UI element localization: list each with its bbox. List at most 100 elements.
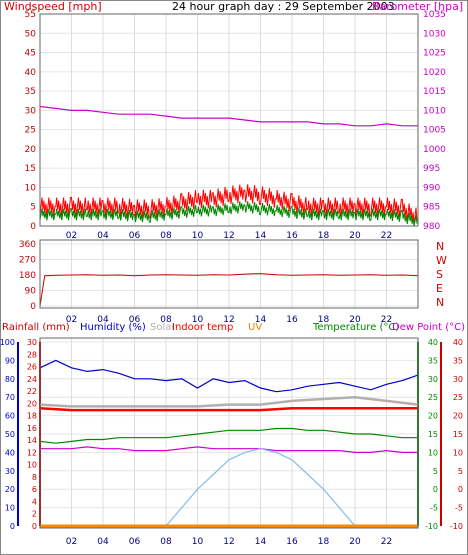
windspeed-tick: 0 — [30, 222, 36, 232]
humidity-tick: 80 — [5, 375, 15, 384]
x-tick-label: 06 — [129, 537, 141, 547]
barometer-tick-labels: 980 985 990 995 1000 1005 1010 1015 1020 1025 1030… — [423, 10, 446, 232]
x-tick-label: 22 — [381, 315, 392, 325]
windspeed-tick: 30 — [25, 106, 37, 116]
bottom-panel-time-labels: 02 04 06 08 10 12 14 16 18 20 22 — [66, 537, 392, 547]
series-temperature — [39, 427, 418, 444]
direction-tick: 0 — [30, 302, 36, 312]
barometer-tick: 990 — [423, 183, 440, 193]
x-tick-label: 04 — [97, 537, 109, 547]
windspeed-tick: 45 — [25, 49, 36, 59]
series-indoor — [39, 406, 418, 412]
barometer-tick: 1035 — [423, 10, 446, 20]
compass-label: W — [436, 254, 447, 267]
barometer-tick: 1005 — [423, 126, 446, 136]
dewpoint-tick: 35 — [453, 356, 463, 365]
rainfall-tick: 26 — [27, 363, 37, 372]
series-solar — [39, 395, 419, 408]
direction-tick: 90 — [25, 287, 37, 297]
x-tick-label: 04 — [97, 315, 109, 325]
x-tick-label: 16 — [286, 231, 298, 241]
x-tick-label: 22 — [381, 537, 392, 547]
x-tick-label: 08 — [160, 231, 172, 241]
direction-panel-time-labels: 02 04 06 08 10 12 14 16 18 20 22 — [66, 315, 392, 325]
temperature-tick: 25 — [428, 393, 438, 402]
humidity-tick: 20 — [5, 485, 15, 494]
direction-tick: 180 — [19, 271, 36, 281]
x-tick-label: 16 — [286, 315, 298, 325]
temperature-tick: -10 — [425, 522, 438, 531]
dewpoint-tick: 30 — [453, 375, 463, 384]
direction-tick-labels: 0 90 180 270 360 — [19, 240, 36, 312]
windspeed-tick: 15 — [25, 164, 36, 174]
humidity-tick: 10 — [5, 504, 15, 513]
x-tick-label: 10 — [192, 537, 204, 547]
windspeed-tick: 55 — [25, 10, 36, 20]
temperature-tick: 40 — [428, 338, 438, 347]
legend-entry: Dew Point (°C) — [392, 322, 465, 333]
barometer-tick: 1010 — [423, 106, 446, 116]
x-tick-label: 20 — [349, 537, 361, 547]
rainfall-tick: 2 — [32, 510, 37, 519]
rainfall-tick: 0 — [32, 522, 37, 531]
x-tick-label: 02 — [66, 231, 77, 241]
legend-entry: Solar — [150, 322, 176, 333]
dewpoint-tick: -5 — [455, 504, 463, 513]
x-tick-label: 12 — [223, 537, 234, 547]
humidity-tick: 100 — [0, 338, 15, 347]
windspeed-tick: 5 — [30, 203, 36, 213]
barometer-tick: 1030 — [423, 29, 446, 39]
chart-title: 24 hour graph day : 29 September 2003 — [172, 0, 395, 13]
temperature-tick: 5 — [433, 467, 438, 476]
temperature-tick: 20 — [428, 412, 438, 421]
x-tick-label: 06 — [129, 315, 141, 325]
barometer-tick: 995 — [423, 164, 440, 174]
dewpoint-tick: 20 — [453, 412, 463, 421]
x-tick-label: 10 — [192, 315, 204, 325]
x-tick-label: 20 — [349, 231, 361, 241]
temperature-tick: 0 — [433, 485, 438, 494]
rainfall-tick: 6 — [32, 485, 37, 494]
compass-label: S — [436, 268, 443, 281]
humidity-tick: 90 — [5, 356, 15, 365]
humidity-tick: 50 — [5, 430, 15, 439]
dewpoint-tick: 10 — [453, 448, 463, 457]
x-tick-label: 16 — [286, 537, 298, 547]
windspeed-tick: 50 — [25, 29, 37, 39]
direction-tick: 270 — [19, 256, 36, 266]
x-tick-label: 04 — [97, 231, 109, 241]
rainfall-tick: 24 — [27, 375, 37, 384]
legend-entry: Humidity (%) — [80, 322, 146, 333]
x-tick-label: 20 — [349, 315, 361, 325]
windspeed-tick: 35 — [25, 87, 36, 97]
x-tick-label: 22 — [381, 231, 392, 241]
legend-entry: Temperature (°C) — [312, 322, 399, 333]
humidity-tick: 40 — [5, 448, 15, 457]
dewpoint-tick: 0 — [458, 485, 463, 494]
series-average — [39, 201, 418, 227]
top-panel-frame — [39, 13, 419, 227]
x-tick-label: 02 — [66, 537, 77, 547]
temperature-tick: 35 — [428, 356, 438, 365]
rainfall-tick: 8 — [32, 473, 37, 482]
compass-label: E — [436, 282, 443, 295]
top-panel-series — [39, 105, 418, 227]
direction-tick: 360 — [19, 240, 36, 250]
barometer-axis-label: Barometer [hpa] — [372, 0, 463, 13]
series-dewpoint — [40, 446, 418, 453]
x-tick-label: 06 — [129, 231, 141, 241]
temperature-tick: -5 — [430, 504, 438, 513]
temperature-tick: 30 — [428, 375, 438, 384]
dewpoint-tick: 15 — [453, 430, 463, 439]
rainfall-tick: 28 — [27, 350, 37, 359]
legend-entry: UV — [248, 322, 262, 333]
x-tick-label: 12 — [223, 231, 234, 241]
series-pressure — [39, 105, 418, 127]
rainfall-tick: 16 — [27, 424, 37, 433]
temperature-tick: 10 — [428, 448, 438, 457]
x-tick-label: 14 — [255, 315, 267, 325]
windspeed-tick: 25 — [25, 126, 36, 136]
